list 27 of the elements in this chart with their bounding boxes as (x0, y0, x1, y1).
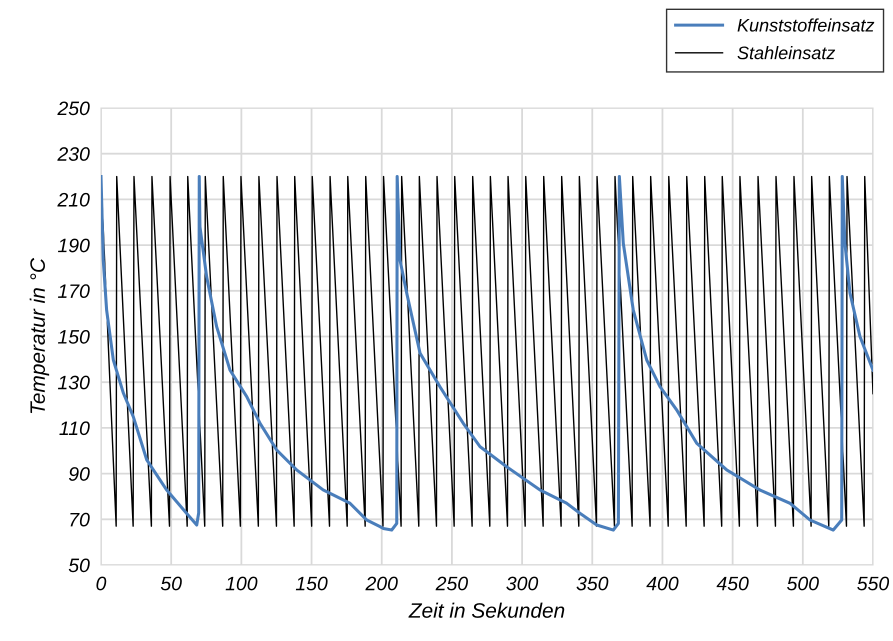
x-tick-label: 200 (365, 576, 398, 590)
y-tick-label: 130 (58, 376, 90, 390)
y-tick-label: 250 (57, 101, 90, 116)
x-tick-label: 250 (436, 576, 468, 590)
y-tick-label: 230 (57, 147, 90, 161)
y-tick-label: 210 (57, 192, 90, 207)
x-tick-label: 100 (226, 576, 258, 590)
y-axis-title: Temperatur in °C (30, 258, 50, 414)
x-tick-label: 350 (576, 576, 608, 590)
x-tick-label: 300 (506, 576, 538, 590)
x-tick-label: 450 (716, 576, 749, 590)
x-tick-label: 500 (787, 576, 819, 590)
x-tick-label: 50 (160, 576, 182, 590)
x-tick-label: 0 (96, 576, 106, 590)
x-tick-label: 400 (646, 576, 679, 590)
y-tick-label: 190 (58, 238, 90, 252)
y-tick-label: 70 (70, 512, 90, 527)
y-tick-label: 90 (68, 467, 90, 481)
x-axis-title: Zeit in Sekunden (408, 602, 564, 618)
y-tick-label: 50 (68, 558, 90, 572)
x-tick-label: 550 (857, 576, 890, 590)
x-tick-label: 150 (296, 576, 328, 590)
y-tick-label: 110 (59, 421, 90, 436)
legend-label: Kunststoffeinsatz (738, 18, 874, 32)
y-tick-label: 170 (58, 284, 90, 298)
y-tick-label: 150 (58, 330, 90, 344)
legend-label: Stahleinsatz (738, 46, 836, 60)
